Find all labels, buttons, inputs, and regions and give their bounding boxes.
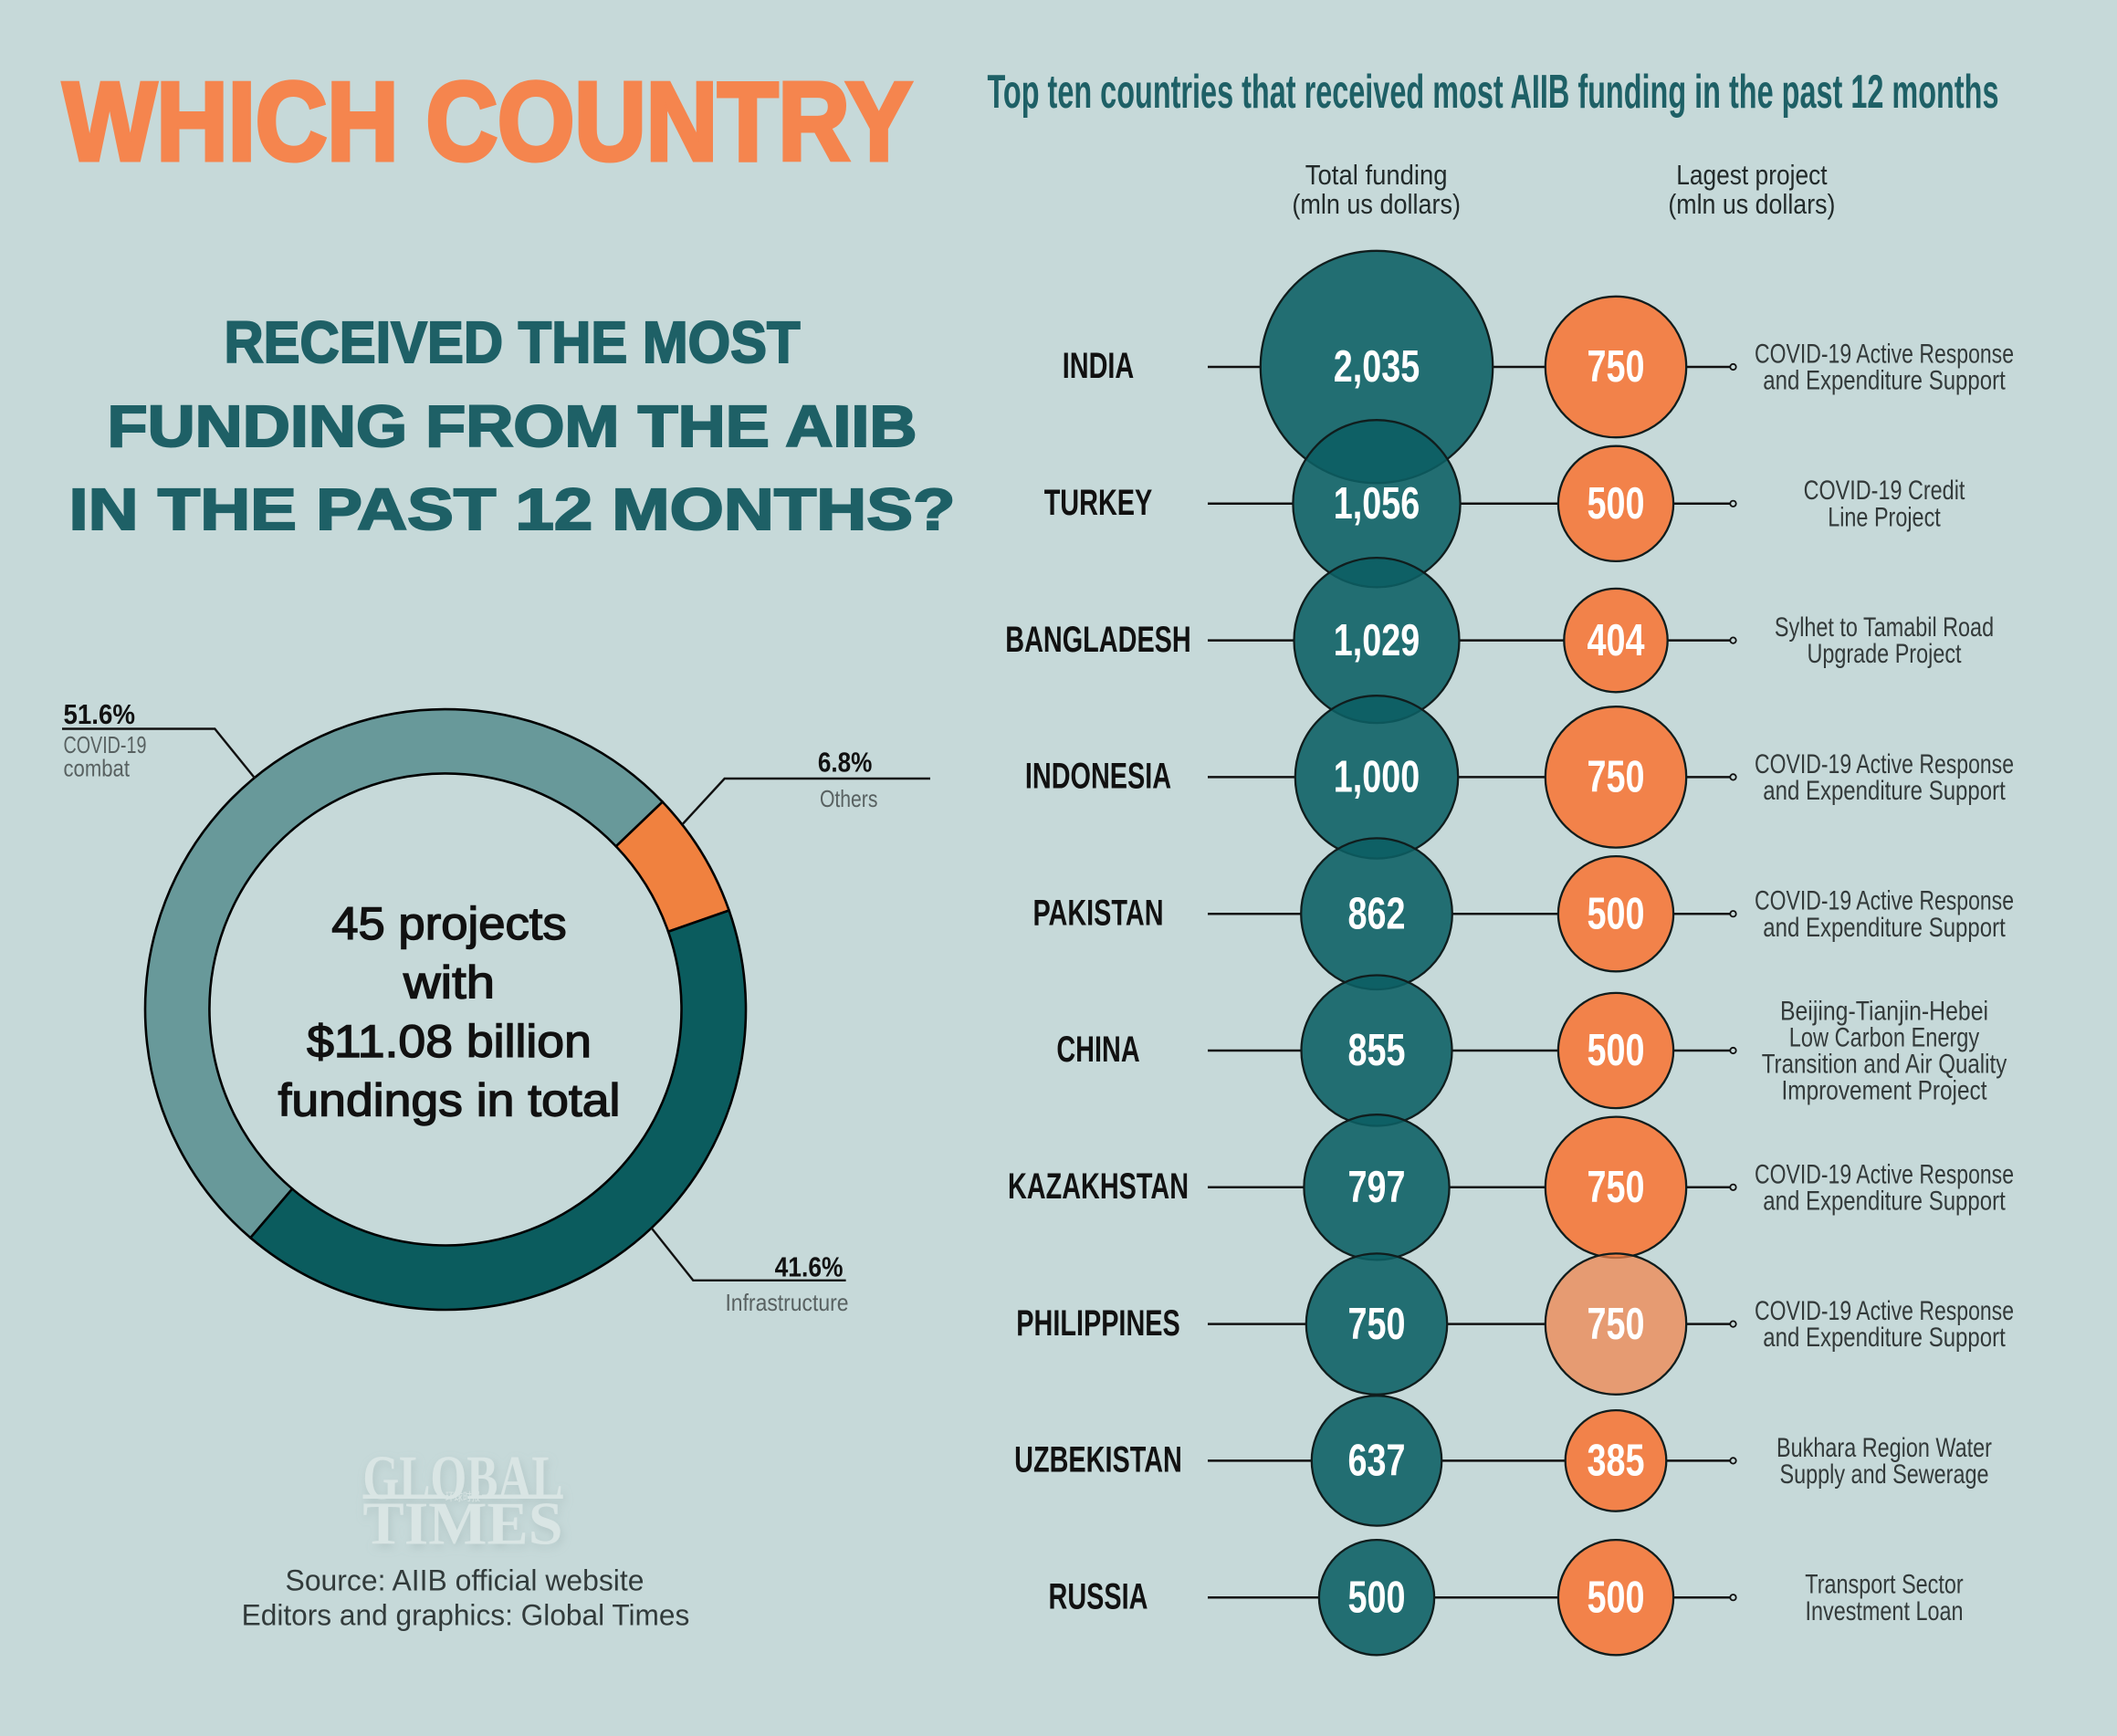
svg-text:Investment Loan: Investment Loan (1806, 1596, 1964, 1626)
svg-text:6.8%: 6.8% (818, 747, 873, 779)
svg-text:Improvement Project: Improvement Project (1782, 1076, 1988, 1106)
svg-text:500: 500 (1588, 1026, 1645, 1075)
svg-text:862: 862 (1348, 889, 1406, 938)
svg-text:RECEIVED THE MOST: RECEIVED THE MOST (225, 309, 801, 375)
svg-text:with: with (403, 957, 495, 1009)
svg-text:750: 750 (1588, 753, 1645, 802)
svg-text:Beijing-Tianjin-Hebei: Beijing-Tianjin-Hebei (1780, 996, 1988, 1026)
svg-text:Top ten countries that receive: Top ten countries that received most AII… (988, 66, 1999, 119)
svg-text:INDONESIA: INDONESIA (1025, 757, 1171, 797)
svg-text:fundings in total: fundings in total (278, 1075, 621, 1126)
svg-text:Source: AIIB official website: Source: AIIB official website (286, 1563, 645, 1596)
svg-text:855: 855 (1348, 1026, 1406, 1075)
svg-text:1,029: 1,029 (1334, 616, 1420, 665)
svg-text:41.6%: 41.6% (775, 1251, 844, 1283)
svg-text:500: 500 (1588, 1573, 1645, 1622)
svg-text:51.6%: 51.6% (64, 698, 136, 730)
svg-text:TIMES: TIMES (362, 1490, 562, 1558)
svg-text:BANGLADESH: BANGLADESH (1005, 620, 1191, 660)
svg-text:and Expenditure Support: and Expenditure Support (1763, 913, 2006, 943)
svg-text:COVID-19 Active Response: COVID-19 Active Response (1755, 749, 2014, 779)
svg-text:Editors and graphics: Global T: Editors and graphics: Global Times (242, 1598, 690, 1632)
svg-text:Transition and Air Quality: Transition and Air Quality (1762, 1050, 2007, 1080)
svg-text:(mln us dollars): (mln us dollars) (1668, 188, 1835, 220)
svg-text:UZBEKISTAN: UZBEKISTAN (1014, 1440, 1182, 1480)
svg-text:750: 750 (1348, 1300, 1406, 1349)
svg-text:$11.08 billion: $11.08 billion (307, 1016, 592, 1067)
svg-text:Supply and Sewerage: Supply and Sewerage (1780, 1459, 1989, 1490)
svg-text:and Expenditure Support: and Expenditure Support (1763, 1186, 2006, 1216)
svg-text:RUSSIA: RUSSIA (1049, 1576, 1148, 1616)
svg-text:COVID-19 Active Response: COVID-19 Active Response (1755, 339, 2014, 369)
svg-text:Line Project: Line Project (1828, 502, 1941, 532)
svg-text:1,000: 1,000 (1334, 753, 1420, 802)
svg-text:385: 385 (1588, 1437, 1645, 1486)
svg-text:环球时报: 环球时报 (445, 1490, 480, 1503)
svg-text:FUNDING FROM THE AIIB: FUNDING FROM THE AIIB (108, 393, 917, 459)
svg-text:2,035: 2,035 (1334, 342, 1420, 392)
svg-text:CHINA: CHINA (1056, 1030, 1139, 1070)
svg-text:IN THE PAST 12 MONTHS?: IN THE PAST 12 MONTHS? (69, 476, 956, 542)
svg-text:COVID-19 Active Response: COVID-19 Active Response (1755, 1296, 2014, 1326)
svg-text:1,056: 1,056 (1334, 479, 1420, 528)
svg-text:Infrastructure: Infrastructure (725, 1289, 848, 1316)
svg-text:and Expenditure Support: and Expenditure Support (1763, 776, 2006, 806)
svg-text:COVID-19: COVID-19 (64, 731, 147, 758)
svg-text:PHILIPPINES: PHILIPPINES (1016, 1303, 1180, 1344)
svg-text:Bukhara Region Water: Bukhara Region Water (1776, 1433, 1992, 1463)
svg-text:COVID-19 Active Response: COVID-19 Active Response (1755, 886, 2014, 916)
svg-text:750: 750 (1588, 1163, 1645, 1212)
svg-text:INDIA: INDIA (1063, 346, 1135, 386)
svg-text:combat: combat (64, 755, 131, 782)
svg-text:Total funding: Total funding (1305, 159, 1448, 191)
svg-text:COVID-19 Active Response: COVID-19 Active Response (1755, 1159, 2014, 1189)
svg-text:GLOBAL: GLOBAL (362, 1443, 562, 1512)
svg-text:KAZAKHSTAN: KAZAKHSTAN (1008, 1166, 1189, 1207)
svg-text:404: 404 (1588, 616, 1645, 665)
svg-text:797: 797 (1348, 1163, 1406, 1212)
svg-text:WHICH COUNTRY: WHICH COUNTRY (63, 59, 912, 183)
svg-text:Sylhet to Tamabil Road: Sylhet to Tamabil Road (1775, 612, 1994, 643)
svg-text:and Expenditure Support: and Expenditure Support (1763, 366, 2006, 396)
svg-text:TURKEY: TURKEY (1044, 483, 1153, 523)
svg-text:COVID-19 Credit: COVID-19 Credit (1804, 476, 1965, 506)
svg-text:500: 500 (1348, 1573, 1406, 1622)
svg-text:PAKISTAN: PAKISTAN (1032, 893, 1163, 933)
svg-text:45 projects: 45 projects (331, 898, 567, 949)
svg-text:500: 500 (1588, 889, 1645, 938)
svg-text:Lagest project: Lagest project (1676, 159, 1828, 191)
svg-text:Transport Sector: Transport Sector (1805, 1570, 1963, 1600)
svg-text:750: 750 (1588, 342, 1645, 392)
svg-text:750: 750 (1588, 1300, 1645, 1349)
svg-text:Low Carbon Energy: Low Carbon Energy (1789, 1023, 1979, 1053)
svg-text:Others: Others (820, 785, 878, 812)
svg-text:500: 500 (1588, 479, 1645, 528)
svg-text:(mln us dollars): (mln us dollars) (1292, 188, 1461, 220)
svg-text:Upgrade Project: Upgrade Project (1807, 639, 1962, 669)
svg-text:and Expenditure Support: and Expenditure Support (1763, 1323, 2006, 1353)
svg-text:637: 637 (1348, 1437, 1406, 1486)
